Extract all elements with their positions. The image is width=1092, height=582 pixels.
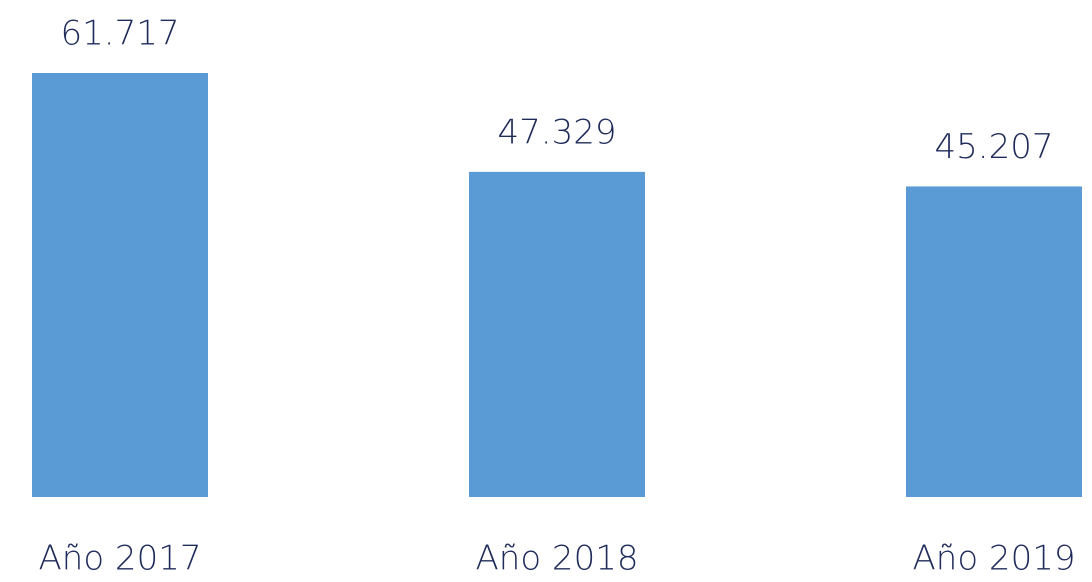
value-label: 47.329: [498, 112, 617, 152]
bar: [469, 171, 645, 497]
x-tick-label: Año 2019: [913, 539, 1076, 579]
x-tick-label: Año 2018: [476, 539, 639, 579]
bar: [906, 186, 1082, 498]
bar: [32, 73, 208, 497]
value-label: 45.207: [935, 127, 1054, 167]
value-label: 61.717: [61, 14, 180, 54]
x-tick-label: Año 2017: [39, 539, 202, 579]
